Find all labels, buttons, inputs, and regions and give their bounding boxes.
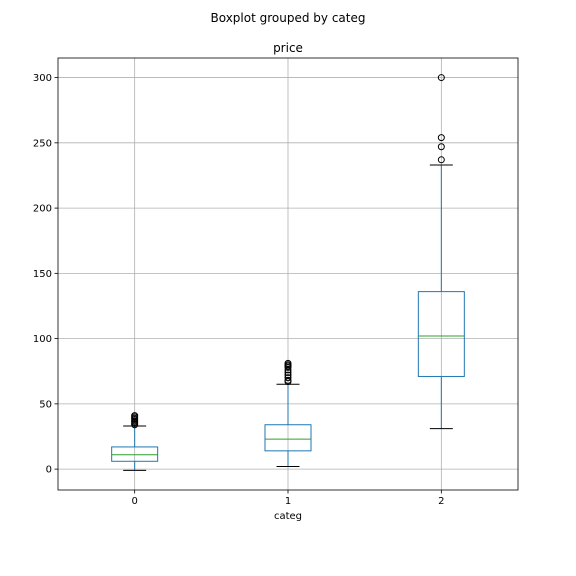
- x-axis-label: categ: [274, 511, 302, 522]
- y-tick-label: 0: [46, 465, 52, 476]
- box-group-0: [112, 413, 158, 471]
- x-tick-label: 1: [285, 496, 291, 507]
- x-tick-label: 0: [131, 496, 137, 507]
- x-tick-label: 2: [438, 496, 444, 507]
- y-tick-label: 300: [33, 73, 52, 84]
- y-tick-label: 100: [33, 334, 52, 345]
- y-tick-label: 50: [39, 399, 52, 410]
- figure-suptitle: Boxplot grouped by categ: [211, 11, 366, 25]
- axes-title: price: [273, 41, 303, 55]
- y-tick-label: 150: [33, 269, 52, 280]
- y-tick-label: 200: [33, 204, 52, 215]
- y-tick-label: 250: [33, 138, 52, 149]
- axis-ticks: 0 50 100 150 200 250 300 0 1 2: [33, 73, 445, 507]
